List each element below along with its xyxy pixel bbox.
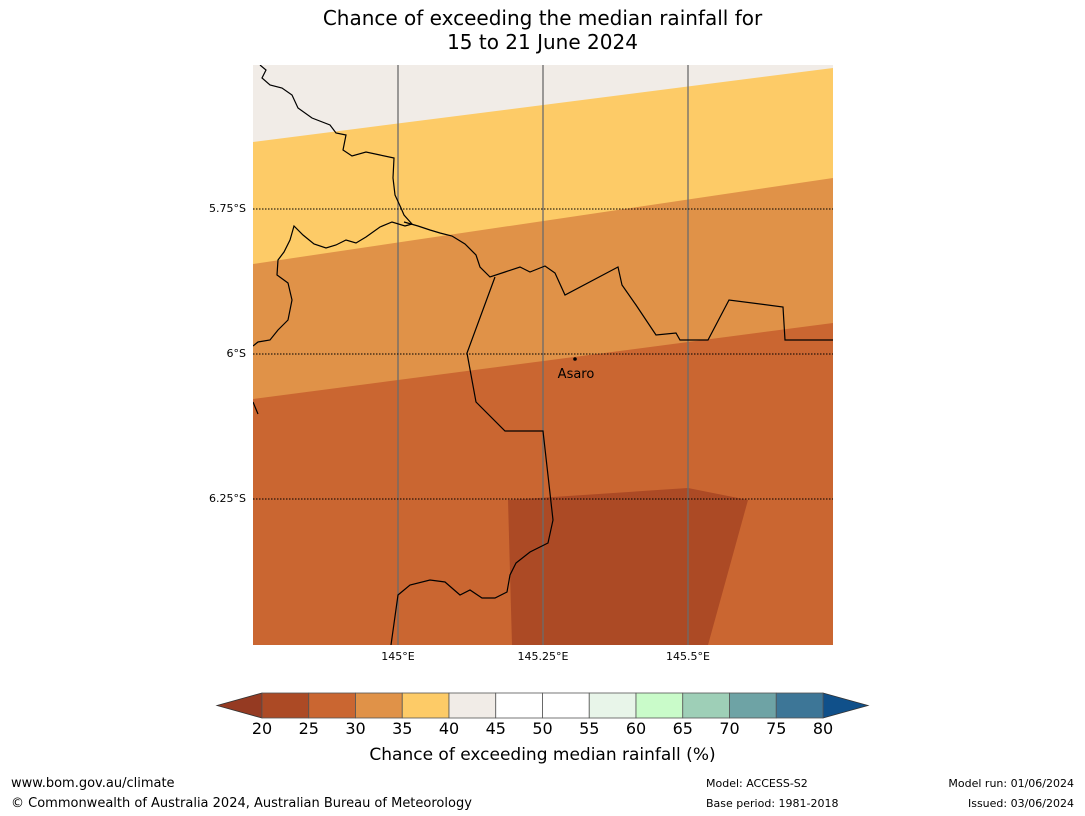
footer-website: www.bom.gov.au/climate	[11, 776, 175, 791]
colorbar-tick-label: 75	[766, 719, 787, 738]
colorbar-tick-label: 65	[672, 719, 693, 738]
lon-label-145-25: 145.25°E	[517, 650, 569, 663]
colorbar-segment	[308, 692, 356, 719]
border-west-stub	[253, 401, 259, 415]
colorbar-tick-label: 30	[345, 719, 366, 738]
colorbar-segment	[729, 692, 777, 719]
province-borders	[253, 65, 833, 645]
lat-label-6-25: 6.25°S	[209, 492, 246, 505]
colorbar-tick-label: 50	[532, 719, 553, 738]
asaro-label: Asaro	[558, 367, 595, 382]
footer-copyright: © Commonwealth of Australia 2024, Austra…	[11, 796, 472, 811]
colorbar-tick-label: 35	[392, 719, 413, 738]
footer-issued: Issued: 03/06/2024	[967, 797, 1074, 810]
footer-model: Model: ACCESS-S2	[706, 777, 808, 790]
colorbar-under-arrow	[215, 692, 263, 719]
title-line-2: 15 to 21 June 2024	[447, 30, 638, 54]
colorbar-segment	[495, 692, 543, 719]
asaro-marker	[573, 357, 577, 361]
colorbar	[215, 692, 870, 719]
border-central	[403, 221, 833, 341]
colorbar-over-arrow	[822, 692, 870, 719]
colorbar-label: Chance of exceeding median rainfall (%)	[369, 745, 716, 765]
colorbar-tick-label: 25	[298, 719, 319, 738]
map-panel[interactable]: Asaro	[253, 65, 833, 645]
colorbar-segment	[635, 692, 684, 719]
lat-label-5-75: 5.75°S	[209, 202, 246, 215]
title-line-1: Chance of exceeding the median rainfall …	[322, 6, 763, 30]
footer-base-period: Base period: 1981-2018	[706, 797, 839, 810]
border-north	[253, 65, 414, 347]
chart-title: Chance of exceeding the median rainfall …	[0, 6, 1085, 54]
colorbar-tick-label: 40	[438, 719, 460, 738]
colorbar-tick-label: 70	[719, 719, 740, 738]
lon-label-145-5: 145.5°E	[666, 650, 710, 663]
colorbar-segment	[261, 692, 310, 719]
lat-label-6: 6°S	[226, 347, 246, 360]
band-20-25	[508, 488, 748, 645]
colorbar-segment	[682, 692, 730, 719]
colorbar-segment	[355, 692, 403, 719]
colorbar-tick-label: 45	[485, 719, 506, 738]
colorbar-tick-label: 20	[251, 719, 273, 738]
colorbar-tick-label: 55	[579, 719, 600, 738]
colorbar-segment	[448, 692, 497, 719]
border-south	[390, 276, 554, 645]
lon-label-145: 145°E	[381, 650, 415, 663]
footer-model-run: Model run: 01/06/2024	[948, 777, 1074, 790]
colorbar-segment	[775, 692, 824, 719]
colorbar-tick-label: 60	[625, 719, 647, 738]
colorbar-segment	[542, 692, 590, 719]
colorbar-segment	[588, 692, 637, 719]
colorbar-segment	[401, 692, 450, 719]
colorbar-tick-label: 80	[812, 719, 834, 738]
